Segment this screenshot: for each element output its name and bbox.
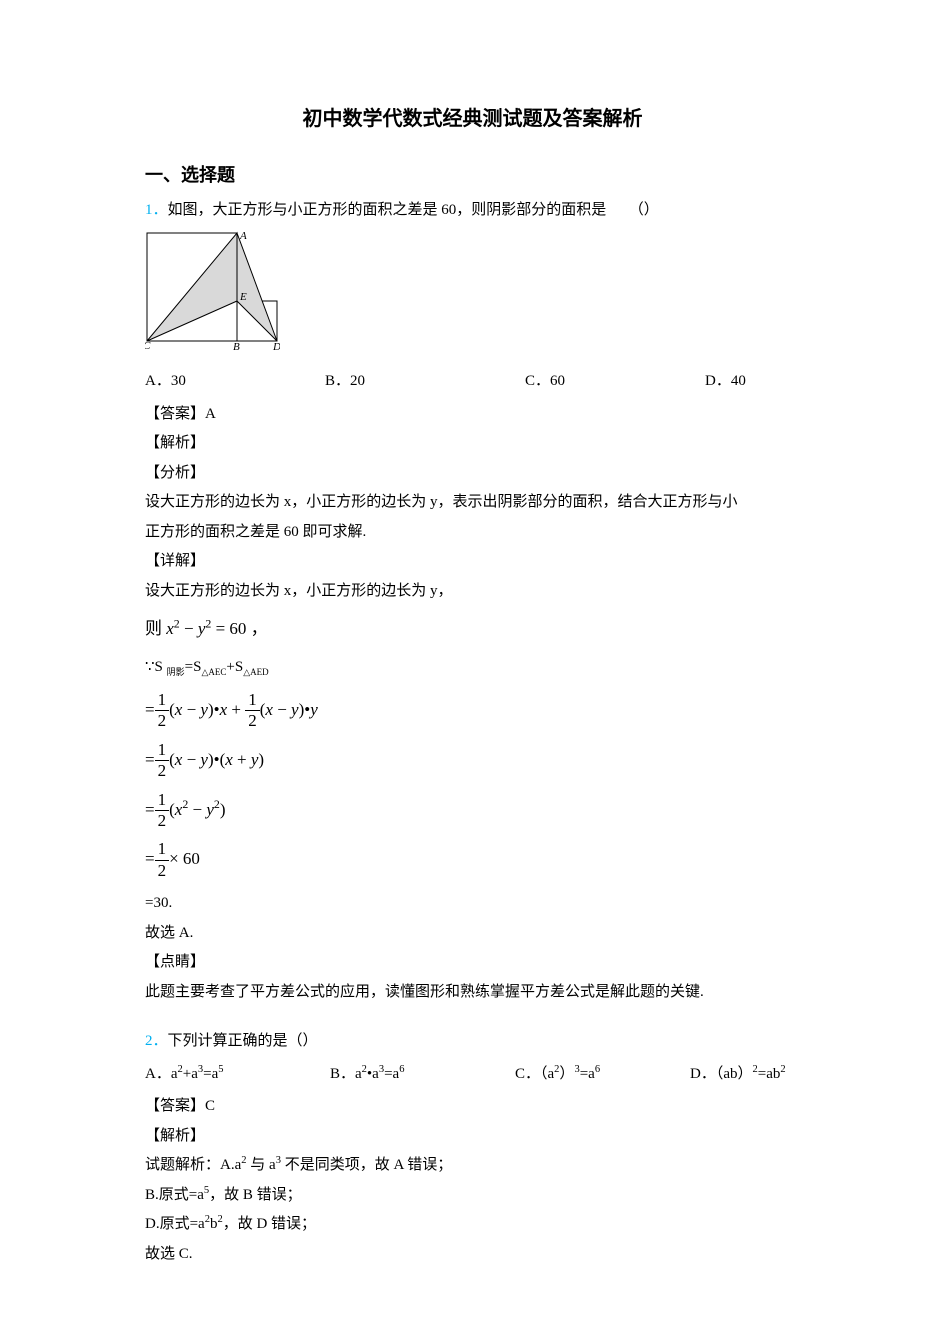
- q2-opt-d: D．（ab）2=ab2: [690, 1060, 786, 1089]
- q2-opt-a: A．a2+a3=a5: [145, 1060, 330, 1089]
- q2-options: A．a2+a3=a5 B．a2•a3=a6 C．（a2）3=a6 D．（ab）2…: [145, 1060, 800, 1089]
- q1-stem-text: 如图，大正方形与小正方形的面积之差是 60，则阴影部分的面积是 （）: [168, 202, 659, 218]
- q1-dianjing-text: 此题主要考查了平方差公式的应用，读懂图形和熟练掌握平方差公式是解此题的关键.: [145, 978, 800, 1007]
- q1-step2: 则 x2 − y2 = 60 ，: [145, 613, 800, 645]
- q1-step1: 设大正方形的边长为 x，小正方形的边长为 y，: [145, 577, 800, 606]
- q1-answer: 【答案】A: [145, 400, 800, 429]
- q2-opt-c: C．（a2）3=a6: [515, 1060, 690, 1089]
- svg-text:C: C: [145, 340, 151, 351]
- svg-text:B: B: [233, 341, 240, 351]
- q1-stem: 1．如图，大正方形与小正方形的面积之差是 60，则阴影部分的面积是 （）: [145, 196, 800, 225]
- q2-analysis-a: 试题解析：A.a2 与 a3 不是同类项，故 A 错误；: [145, 1151, 800, 1180]
- answer-tag: 【答案】: [145, 406, 205, 422]
- answer-value: C: [205, 1098, 215, 1114]
- q1-step3: ∵S 阴影=S△AEC+S△AED: [145, 653, 800, 682]
- q2-jiexi-tag: 【解析】: [145, 1122, 800, 1151]
- q1-fenxi-text2: 正方形的面积之差是 60 即可求解.: [145, 518, 800, 547]
- q1-opt-b: B．20: [325, 367, 525, 396]
- q2-answer: 【答案】C: [145, 1092, 800, 1121]
- q2-conclusion: 故选 C.: [145, 1240, 800, 1269]
- q1-fenxi-tag: 【分析】: [145, 459, 800, 488]
- q1-jiexi-tag: 【解析】: [145, 429, 800, 458]
- svg-text:A: A: [239, 231, 247, 242]
- q1-opt-a: A．30: [145, 367, 325, 396]
- q2-stem-text: 下列计算正确的是（）: [168, 1033, 318, 1049]
- q1-step2-prefix: 则: [145, 619, 166, 638]
- q1-step6: =12(x2 − y2): [145, 790, 800, 832]
- svg-text:E: E: [239, 291, 247, 303]
- q1-opt-d: D．40: [705, 367, 746, 396]
- q1-diagram: A E C B D: [145, 231, 800, 362]
- q1-number: 1．: [145, 202, 168, 218]
- q1-options: A．30 B．20 C．60 D．40: [145, 367, 800, 396]
- q1-dianjing-tag: 【点睛】: [145, 948, 800, 977]
- q1-step8: =30.: [145, 889, 800, 918]
- section-1-header: 一、选择题: [145, 158, 800, 192]
- q2-stem: 2．下列计算正确的是（）: [145, 1027, 800, 1056]
- svg-text:D: D: [272, 341, 280, 351]
- q1-conclusion: 故选 A.: [145, 919, 800, 948]
- q1-step7: =12× 60: [145, 839, 800, 881]
- doc-title: 初中数学代数式经典测试题及答案解析: [145, 100, 800, 138]
- q2-number: 2．: [145, 1033, 168, 1049]
- q1-step4: =12(x − y)•x + 12(x − y)•y: [145, 690, 800, 732]
- q2-analysis-b: B.原式=a5，故 B 错误；: [145, 1181, 800, 1210]
- q2-analysis-d: D.原式=a2b2，故 D 错误；: [145, 1210, 800, 1239]
- q1-fenxi-text1: 设大正方形的边长为 x，小正方形的边长为 y，表示出阴影部分的面积，结合大正方形…: [145, 488, 800, 517]
- q1-xiangjie-tag: 【详解】: [145, 547, 800, 576]
- q1-opt-c: C．60: [525, 367, 705, 396]
- answer-tag: 【答案】: [145, 1098, 205, 1114]
- answer-value: A: [205, 406, 216, 422]
- q2-opt-b: B．a2•a3=a6: [330, 1060, 515, 1089]
- q1-step5: =12(x − y)•(x + y): [145, 740, 800, 782]
